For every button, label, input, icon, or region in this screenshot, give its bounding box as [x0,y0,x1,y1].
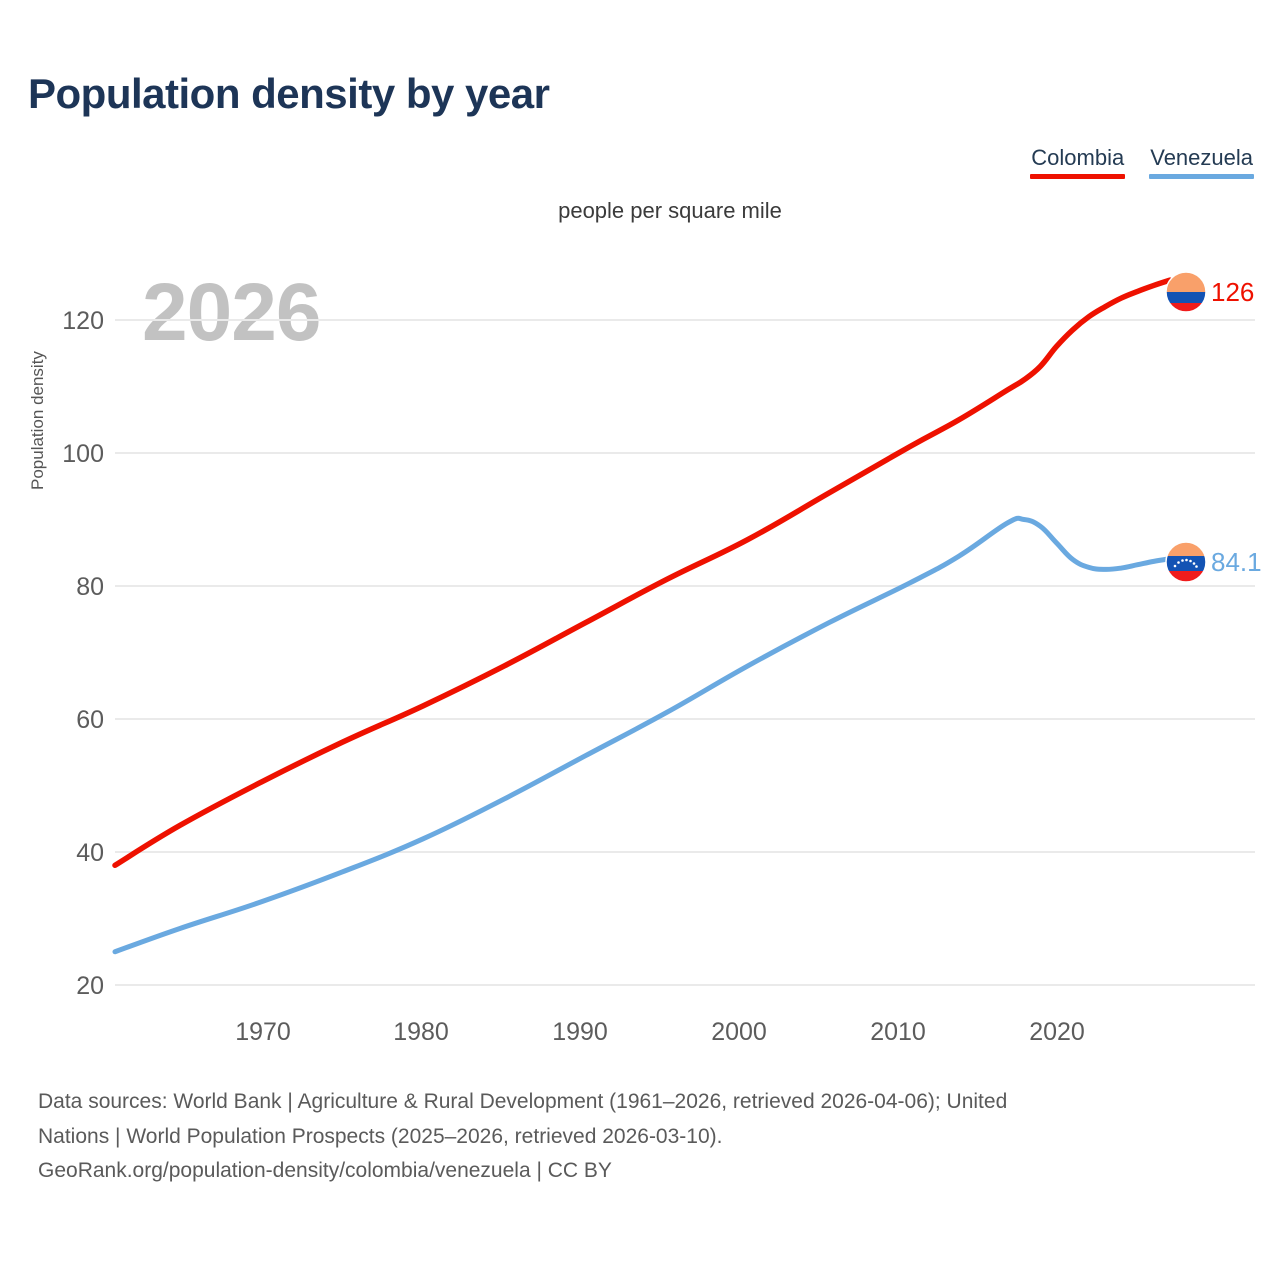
footer-line-2: Nations | World Population Prospects (20… [38,1124,723,1148]
legend-item-colombia[interactable]: Colombia [1030,145,1126,180]
x-tick-labels: 1970 1980 1990 2000 2010 2020 [235,1018,1085,1046]
x-tick-1990: 1990 [552,1018,608,1046]
end-label-colombia: 126 [1211,277,1254,307]
y-tick-120: 120 [62,307,104,335]
x-tick-1980: 1980 [393,1018,449,1046]
gridlines [115,319,1255,986]
series-line-venezuela [112,515,1173,955]
legend-item-venezuela[interactable]: Venezuela [1149,145,1254,180]
footer-line-1: Data sources: World Bank | Agriculture &… [38,1090,1008,1113]
endpoint-marker-venezuela [1165,541,1207,583]
year-watermark: 2026 [142,267,321,358]
y-tick-labels: 20 40 60 80 100 120 [62,307,104,1000]
footer-line-3: GeoRank.org/population-density/colombia/… [38,1159,612,1183]
x-tick-2010: 2010 [870,1018,926,1046]
x-tick-2020: 2020 [1029,1018,1085,1046]
x-tick-1970: 1970 [235,1018,291,1046]
series-line-colombia [112,277,1173,869]
x-tick-2000: 2000 [711,1018,767,1046]
legend-rule-venezuela [1149,174,1254,180]
y-tick-60: 60 [76,706,104,734]
legend-label-colombia: Colombia [1031,145,1125,170]
line-chart: 20 40 60 80 100 120 1970 1980 1990 2000 … [62,271,1262,1046]
page-title: Population density by year [28,70,550,117]
endpoint-marker-colombia [1165,271,1207,313]
y-tick-80: 80 [76,573,104,601]
legend-label-venezuela: Venezuela [1150,145,1253,170]
legend: Colombia Venezuela [1030,145,1254,180]
y-tick-100: 100 [62,440,104,468]
chart-subtitle: people per square mile [558,198,782,223]
y-tick-40: 40 [76,839,104,867]
footer-sources: Data sources: World Bank | Agriculture &… [38,1085,1250,1189]
y-tick-20: 20 [76,972,104,1000]
end-label-venezuela: 84.1 [1211,547,1262,577]
legend-rule-colombia [1030,174,1126,180]
